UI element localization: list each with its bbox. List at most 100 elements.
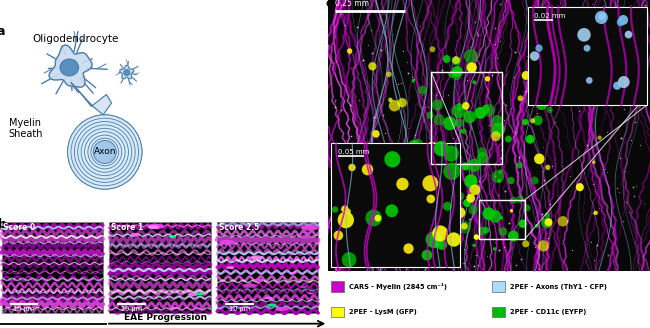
Circle shape [131, 233, 140, 236]
Point [465, 44, 476, 49]
Point [346, 133, 356, 138]
Circle shape [586, 73, 593, 80]
Point [462, 77, 472, 83]
Point [393, 81, 403, 86]
Circle shape [483, 109, 489, 114]
Point [398, 49, 408, 54]
Circle shape [398, 98, 407, 108]
Circle shape [476, 152, 488, 164]
Circle shape [422, 250, 432, 260]
Text: 0.02 mm: 0.02 mm [534, 13, 566, 19]
Ellipse shape [60, 59, 79, 76]
Point [352, 24, 362, 30]
Point [541, 212, 552, 217]
Point [368, 235, 378, 240]
Circle shape [586, 77, 593, 84]
Point [619, 106, 629, 111]
Polygon shape [49, 45, 92, 87]
Circle shape [454, 119, 463, 128]
Circle shape [536, 44, 543, 52]
Circle shape [473, 244, 476, 247]
Point [547, 163, 557, 168]
Point [538, 145, 548, 150]
Circle shape [478, 227, 487, 235]
Circle shape [462, 102, 469, 110]
Point [591, 35, 601, 40]
Circle shape [415, 186, 421, 192]
Point [619, 169, 630, 174]
Point [367, 213, 377, 218]
Point [600, 166, 610, 172]
Circle shape [410, 244, 418, 253]
Point [500, 188, 510, 194]
Circle shape [464, 174, 478, 188]
Point [393, 146, 403, 151]
Point [364, 224, 374, 229]
Point [464, 174, 474, 179]
Point [415, 23, 426, 28]
Point [632, 9, 642, 14]
Point [487, 73, 497, 78]
Circle shape [457, 106, 462, 111]
Circle shape [491, 115, 503, 127]
Circle shape [369, 62, 376, 71]
Point [586, 38, 597, 43]
Point [541, 247, 551, 252]
Circle shape [499, 227, 507, 236]
Circle shape [558, 216, 568, 227]
Point [534, 152, 544, 157]
Circle shape [195, 292, 204, 295]
Circle shape [276, 307, 288, 311]
Circle shape [374, 215, 382, 222]
Circle shape [618, 15, 628, 25]
Point [470, 19, 480, 24]
Circle shape [457, 103, 461, 107]
Circle shape [538, 240, 549, 252]
Circle shape [530, 51, 540, 61]
Circle shape [524, 204, 531, 212]
Circle shape [344, 208, 351, 215]
Circle shape [470, 185, 480, 195]
Circle shape [170, 307, 178, 309]
Circle shape [363, 247, 367, 252]
Circle shape [426, 195, 435, 203]
Point [369, 114, 379, 119]
Circle shape [452, 66, 463, 77]
Circle shape [522, 119, 528, 125]
Point [495, 2, 506, 7]
Point [401, 179, 411, 185]
Point [384, 190, 395, 195]
Point [566, 66, 576, 71]
Circle shape [457, 192, 465, 200]
Point [437, 68, 447, 73]
Polygon shape [71, 83, 112, 115]
Point [331, 224, 341, 229]
Circle shape [384, 210, 387, 213]
Circle shape [342, 252, 356, 267]
Circle shape [541, 217, 552, 228]
Bar [332, 307, 344, 317]
Point [344, 51, 354, 56]
Circle shape [333, 231, 343, 240]
Point [545, 108, 555, 113]
Point [635, 142, 645, 148]
Circle shape [68, 115, 142, 189]
Point [514, 155, 525, 160]
Point [371, 134, 382, 140]
Text: 2PEF - Axons (ThY1 - CFP): 2PEF - Axons (ThY1 - CFP) [510, 284, 607, 290]
Circle shape [576, 183, 584, 191]
Circle shape [458, 221, 471, 234]
Point [534, 45, 544, 50]
Text: b: b [0, 217, 7, 231]
Point [436, 96, 446, 101]
Circle shape [500, 216, 503, 220]
Circle shape [418, 86, 427, 94]
Bar [431, 72, 502, 164]
Point [639, 201, 649, 206]
Point [466, 182, 476, 188]
Point [605, 24, 616, 29]
Text: CARS - Myelin (2845 cm⁻¹): CARS - Myelin (2845 cm⁻¹) [349, 283, 447, 290]
Circle shape [595, 11, 608, 24]
Point [358, 57, 369, 63]
Circle shape [463, 111, 476, 123]
